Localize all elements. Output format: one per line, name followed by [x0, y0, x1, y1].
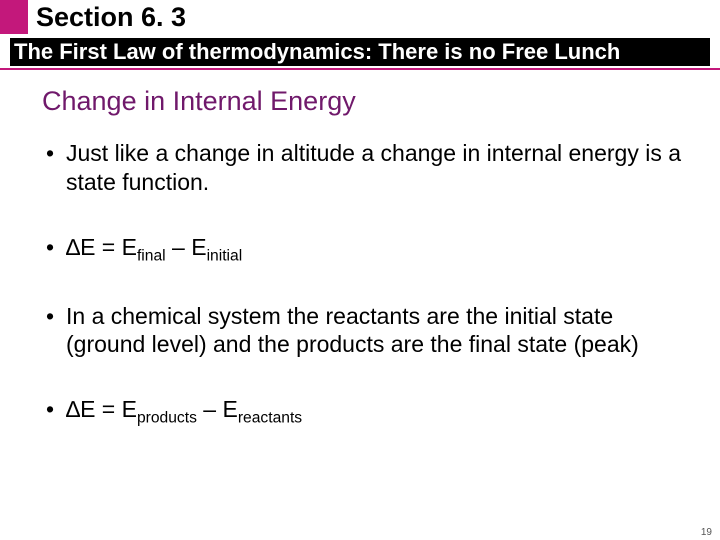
content-area: Change in Internal Energy Just like a ch…	[42, 86, 692, 464]
list-item: ∆E = Eproducts – Ereactants	[42, 395, 692, 428]
content-title: Change in Internal Energy	[42, 86, 692, 117]
bullet-list: Just like a change in altitude a change …	[42, 139, 692, 428]
divider-line	[0, 68, 720, 70]
list-item: In a chemical system the reactants are t…	[42, 302, 692, 360]
page-number: 19	[701, 527, 712, 538]
slide-root: Section 6. 3 The First Law of thermodyna…	[0, 0, 720, 540]
section-number: Section 6. 3	[36, 2, 186, 33]
subtitle-text: The First Law of thermodynamics: There i…	[14, 39, 620, 65]
accent-block	[0, 0, 28, 34]
list-item: Just like a change in altitude a change …	[42, 139, 692, 197]
list-item: ∆E = Efinal – Einitial	[42, 233, 692, 266]
subtitle-bar: The First Law of thermodynamics: There i…	[10, 38, 710, 66]
